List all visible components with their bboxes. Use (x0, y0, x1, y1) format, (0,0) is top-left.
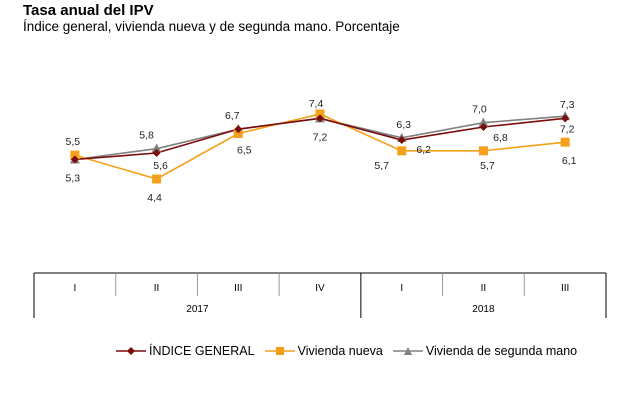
data-point-diamond (397, 136, 406, 144)
data-label: 7,0 (472, 104, 487, 116)
data-point-square (478, 146, 488, 156)
data-label: 6,5 (237, 145, 252, 157)
chart-title: Tasa anual del IPV (23, 2, 154, 19)
data-label: 5,7 (480, 160, 495, 172)
data-point-square (233, 129, 243, 138)
data-label: 5,3 (66, 173, 81, 185)
data-label: 6,1 (562, 155, 577, 167)
x-tick-label: III (234, 283, 242, 294)
data-point-square (70, 150, 80, 160)
data-point-triangle (151, 143, 162, 153)
data-label: 5,8 (139, 130, 154, 142)
data-point-square (315, 109, 325, 119)
legend-label: Vivienda de segunda mano (425, 344, 578, 358)
data-label: 6,2 (416, 144, 431, 156)
chart-subtitle: Índice general, vivienda nueva y de segu… (23, 19, 400, 34)
x-tick-label: II (154, 283, 160, 294)
x-group-label: 2018 (472, 304, 495, 315)
data-label: 7,2 (313, 131, 328, 143)
data-point-diamond (70, 155, 79, 164)
legend-item-vivienda-nueva: Vivienda nueva (264, 344, 383, 358)
data-point-diamond (561, 114, 570, 123)
data-point-diamond (316, 114, 324, 123)
data-label: 7,3 (560, 99, 575, 111)
data-label: 6,3 (396, 119, 411, 131)
data-label: 5,6 (153, 160, 168, 172)
x-tick-label: I (73, 283, 76, 294)
data-point-diamond (479, 123, 488, 131)
data-label: 7,4 (309, 98, 324, 110)
data-label: 6,8 (493, 132, 508, 144)
legend-item-vivienda-segunda-mano: Vivienda de segunda mano (392, 344, 578, 358)
legend-label: ÍNDICE GENERAL (149, 344, 255, 358)
data-label: 6,7 (225, 110, 240, 122)
data-point-square (152, 174, 162, 184)
data-point-square (397, 146, 407, 156)
data-label: 5,5 (66, 136, 81, 148)
x-tick-label: II (481, 283, 487, 294)
data-label: 5,7 (374, 160, 389, 172)
diamond-marker-icon (116, 347, 146, 355)
x-tick-label: III (561, 283, 569, 294)
data-label: 4,4 (147, 192, 162, 204)
square-marker-icon (264, 347, 295, 355)
data-point-triangle (478, 117, 489, 127)
chart-legend: ÍNDICE GENERAL Vivienda nueva Vivienda d… (116, 344, 581, 358)
x-group-label: 2017 (186, 304, 209, 315)
data-label: 7,2 (560, 123, 575, 135)
data-point-diamond (234, 125, 243, 134)
data-point-diamond (152, 149, 161, 157)
x-tick-label: IV (315, 283, 325, 294)
data-point-square (560, 137, 570, 147)
triangle-marker-icon (392, 347, 423, 355)
legend-label: Vivienda nueva (297, 344, 383, 358)
legend-item-indice-general: ÍNDICE GENERAL (116, 344, 255, 358)
x-tick-label: I (400, 283, 403, 294)
